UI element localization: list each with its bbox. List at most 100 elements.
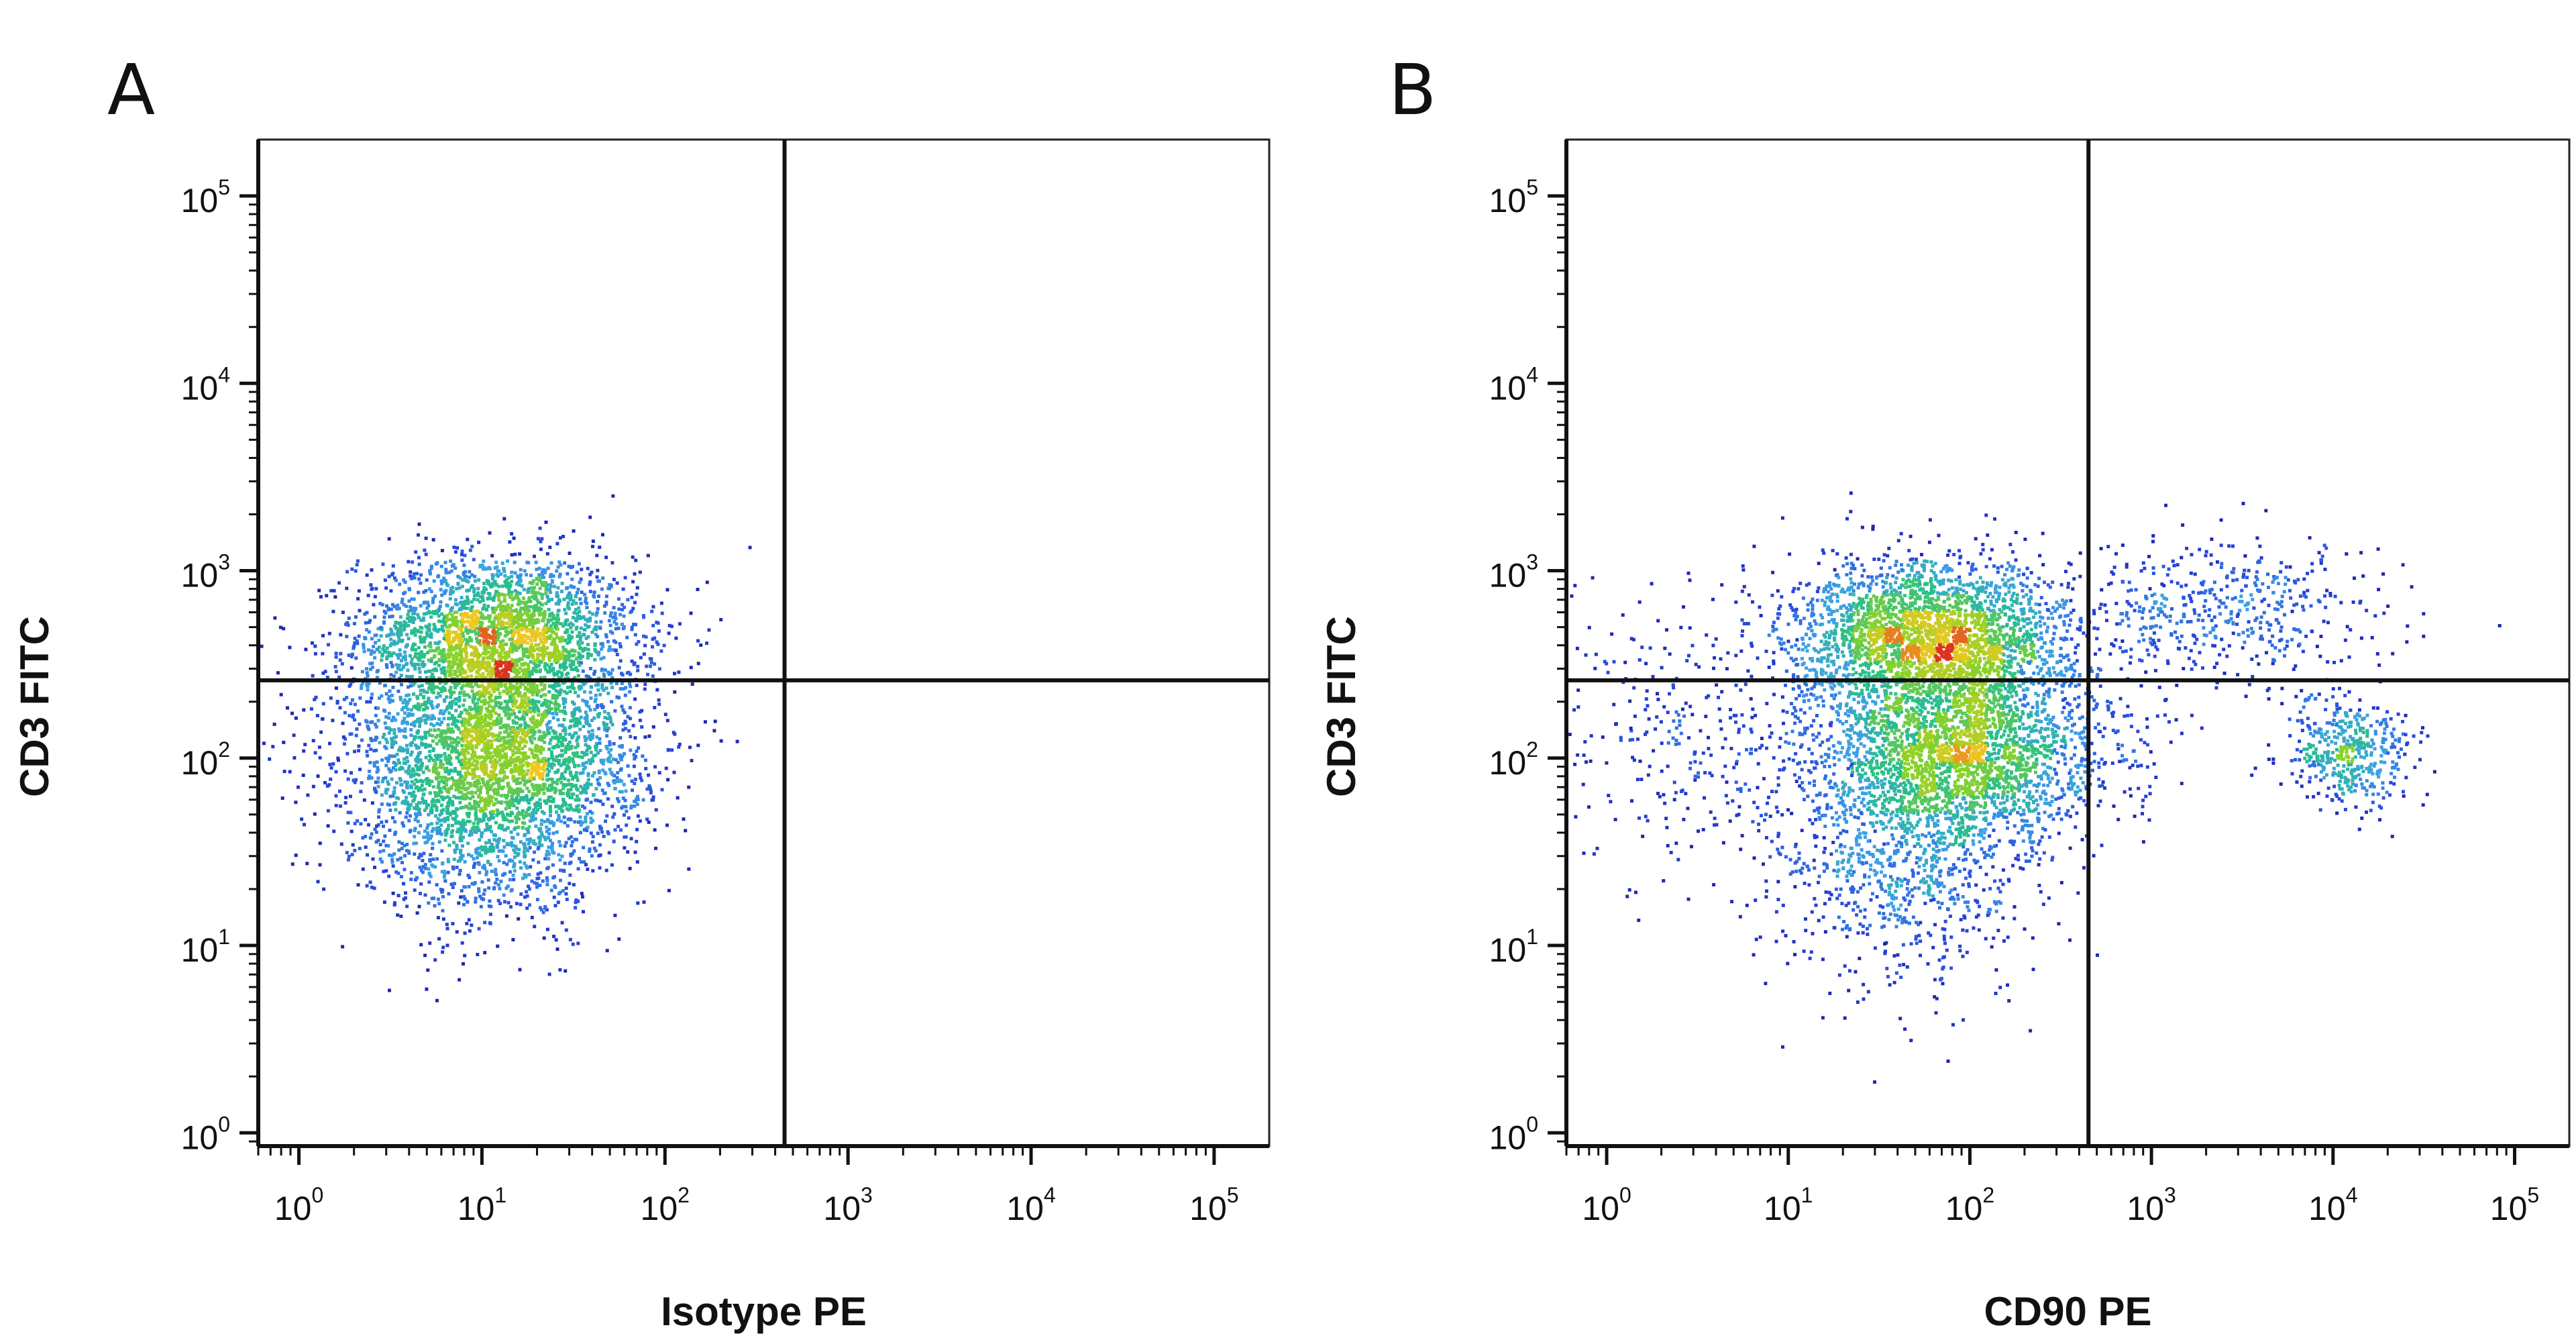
event-dot bbox=[384, 790, 388, 794]
event-dot bbox=[559, 676, 563, 680]
event-dot bbox=[584, 817, 588, 821]
event-dot bbox=[493, 738, 497, 742]
event-dot bbox=[460, 553, 464, 556]
event-dot bbox=[547, 607, 551, 611]
event-dot bbox=[425, 766, 428, 770]
event-dot bbox=[439, 579, 443, 583]
event-dot bbox=[300, 817, 304, 821]
event-dot bbox=[453, 850, 457, 854]
event-dot bbox=[455, 633, 460, 637]
event-dot bbox=[423, 718, 427, 722]
event-dot bbox=[383, 834, 387, 838]
event-dot bbox=[624, 686, 628, 690]
event-dot bbox=[499, 736, 503, 740]
event-dot bbox=[547, 665, 551, 669]
event-dot bbox=[482, 606, 486, 610]
event-dot bbox=[458, 695, 462, 699]
event-dot bbox=[551, 735, 555, 739]
event-dot bbox=[515, 699, 519, 703]
event-dot bbox=[419, 640, 423, 644]
event-dot bbox=[419, 604, 423, 608]
event-dot bbox=[463, 777, 467, 781]
event-dot bbox=[576, 736, 580, 740]
event-dot bbox=[635, 803, 639, 807]
event-dot bbox=[476, 593, 480, 597]
event-dot bbox=[383, 721, 387, 725]
event-dot bbox=[516, 603, 520, 607]
event-dot bbox=[472, 857, 476, 861]
event-dot bbox=[472, 558, 476, 562]
event-dot bbox=[442, 666, 446, 670]
event-dot bbox=[494, 560, 498, 564]
event-dot bbox=[511, 692, 515, 697]
event-dot bbox=[399, 674, 403, 677]
event-dot bbox=[392, 791, 396, 795]
event-dot bbox=[596, 653, 600, 657]
event-dot bbox=[500, 592, 504, 597]
event-dot bbox=[553, 706, 557, 710]
event-dot bbox=[500, 627, 504, 631]
event-dot bbox=[383, 648, 387, 652]
event-dot bbox=[540, 810, 544, 814]
event-dot bbox=[491, 671, 495, 675]
event-dot bbox=[610, 723, 614, 727]
event-dot bbox=[484, 687, 488, 691]
event-dot bbox=[380, 820, 384, 824]
event-dot bbox=[449, 666, 453, 670]
event-dot bbox=[500, 706, 504, 710]
event-dot bbox=[539, 612, 543, 616]
event-dot bbox=[313, 698, 317, 701]
event-dot bbox=[531, 653, 535, 657]
event-dot bbox=[429, 717, 433, 721]
event-dot bbox=[510, 642, 514, 646]
event-dot bbox=[458, 633, 462, 637]
event-dot bbox=[351, 715, 355, 719]
event-dot bbox=[509, 646, 513, 650]
event-dot bbox=[414, 648, 418, 652]
event-dot bbox=[432, 627, 436, 631]
event-dot bbox=[541, 773, 545, 777]
event-dot bbox=[482, 628, 486, 631]
event-dot bbox=[486, 743, 490, 746]
event-dot bbox=[380, 758, 384, 762]
event-dot bbox=[500, 613, 504, 617]
event-dot bbox=[581, 805, 584, 808]
event-dot bbox=[400, 639, 404, 643]
event-dot bbox=[535, 670, 539, 674]
event-dot bbox=[578, 815, 582, 819]
event-dot bbox=[510, 699, 514, 703]
event-dot bbox=[504, 755, 508, 759]
event-dot bbox=[619, 687, 623, 690]
event-dot bbox=[462, 693, 466, 697]
event-dot bbox=[304, 648, 308, 652]
event-dot bbox=[391, 699, 394, 703]
event-dot bbox=[505, 705, 509, 709]
event-dot bbox=[572, 660, 576, 664]
event-dot bbox=[600, 587, 604, 591]
event-dot bbox=[497, 569, 501, 573]
event-dot bbox=[480, 715, 484, 719]
event-dot bbox=[530, 735, 534, 739]
event-dot bbox=[404, 799, 408, 803]
event-dot bbox=[458, 646, 462, 650]
event-dot bbox=[481, 725, 485, 729]
event-dot bbox=[427, 587, 431, 591]
event-dot bbox=[407, 764, 411, 768]
event-dot bbox=[431, 739, 435, 743]
event-dot bbox=[547, 845, 551, 849]
event-dot bbox=[502, 597, 506, 601]
event-dot bbox=[461, 684, 465, 688]
event-dot bbox=[485, 616, 488, 620]
event-dot bbox=[588, 810, 592, 813]
event-dot bbox=[429, 687, 433, 691]
event-dot bbox=[486, 582, 490, 586]
event-dot bbox=[470, 689, 474, 693]
event-dot bbox=[621, 608, 625, 611]
event-dot bbox=[477, 846, 481, 850]
event-dot bbox=[490, 554, 494, 558]
event-dot bbox=[488, 778, 492, 782]
event-dot bbox=[631, 555, 635, 559]
event-dot bbox=[392, 903, 396, 907]
event-dot bbox=[413, 662, 417, 666]
event-dot bbox=[421, 792, 425, 796]
